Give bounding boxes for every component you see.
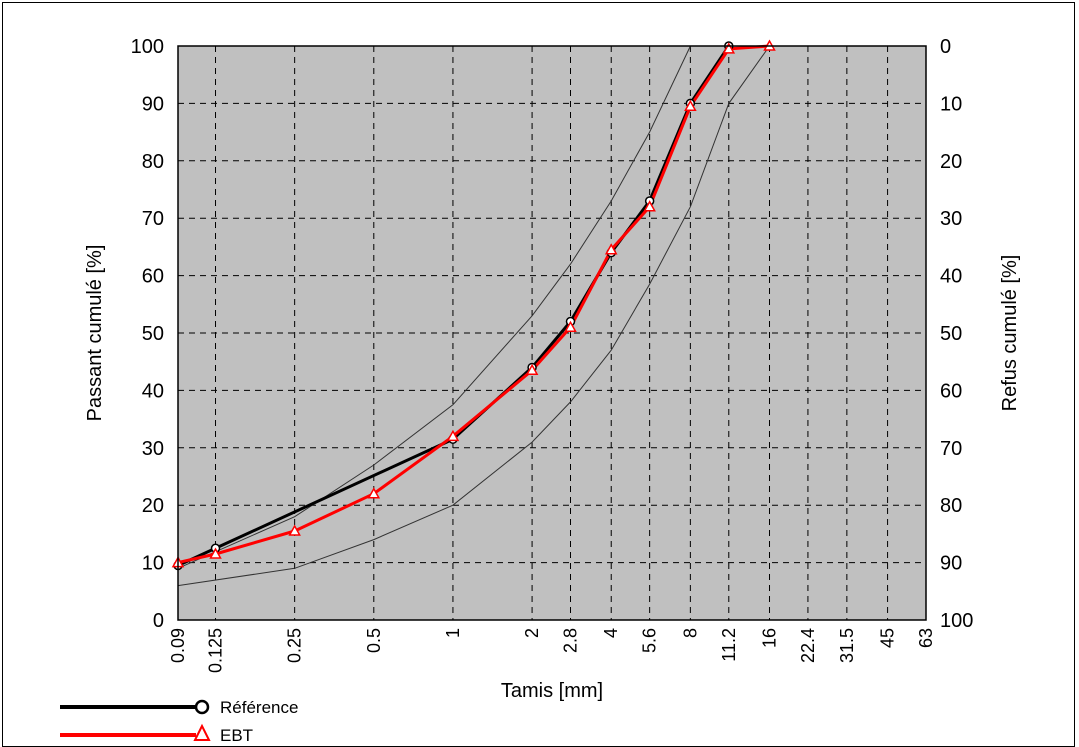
x-tick-label: 0.5: [364, 628, 384, 653]
x-axis-label: Tamis [mm]: [501, 680, 603, 702]
y2-tick-label: 30: [940, 208, 962, 230]
y-tick-label: 0: [153, 610, 164, 632]
x-tick-label: 31.5: [837, 628, 857, 663]
data-point: [525, 363, 539, 376]
y-tick-label: 20: [142, 495, 164, 517]
y-tick-label: 40: [142, 380, 164, 402]
y-tick-label: 90: [142, 93, 164, 115]
x-tick-label: 11.2: [719, 628, 739, 662]
x-tick-label: 5.6: [640, 628, 660, 653]
x-tick-label: 0.09: [168, 628, 188, 663]
x-tick-label: 2.8: [560, 628, 580, 653]
envelope-line: [177, 45, 770, 587]
data-point: [604, 243, 618, 255]
y-axis-right-label: Refus cumulé [%]: [999, 255, 1021, 412]
y-axis-left-label: Passant cumulé [%]: [84, 245, 106, 422]
legend-marker-circle: [194, 699, 210, 715]
data-point: [209, 547, 222, 559]
y2-tick-label: 90: [940, 553, 962, 575]
y2-tick-label: 80: [940, 495, 962, 517]
y-tick-label: 70: [142, 208, 164, 230]
y-tick-label: 60: [142, 266, 164, 288]
data-point: [446, 429, 460, 442]
x-tick-label: 45: [878, 628, 898, 648]
y2-tick-label: 40: [940, 266, 962, 288]
grid: [178, 46, 926, 620]
data-point: [288, 524, 301, 536]
data-point: [643, 200, 656, 212]
data-point: [564, 320, 577, 333]
y2-tick-label: 50: [940, 323, 962, 345]
data-point: [722, 42, 736, 54]
y2-tick-label: 20: [940, 151, 962, 173]
x-tick-label: 2: [522, 628, 542, 638]
y-tick-label: 80: [142, 151, 164, 173]
x-tick-label: 16: [760, 628, 780, 648]
x-axis-ticks: 0.09 0.125 0.25 0.5 1 2 2.8 4 5.6 8 11.2 16 22.4 31.5…: [168, 628, 936, 673]
data-point: [684, 99, 697, 112]
x-tick-label: 63: [916, 628, 936, 648]
x-tick-label: 8: [680, 628, 700, 638]
x-tick-label: 0.125: [206, 628, 226, 673]
y2-tick-label: 100: [940, 610, 973, 632]
y2-tick-label: 70: [940, 438, 962, 460]
legend-marker-triangle: [193, 723, 211, 741]
data-point: [367, 487, 381, 499]
plot-border: [177, 45, 927, 621]
x-tick-label: 22.4: [798, 628, 818, 663]
legend-label: EBT: [220, 726, 253, 743]
y2-tick-label: 60: [940, 380, 962, 402]
legend-label: Référence: [220, 698, 298, 717]
y2-tick-label: 0: [940, 36, 951, 58]
series-line: [177, 44, 770, 565]
y-axis-left-ticks: 0 10 20 30 40 50 60 70 80 90 100: [131, 36, 164, 632]
x-tick-label: 4: [601, 628, 621, 638]
x-tick-label: 0.25: [285, 628, 305, 663]
y-tick-label: 100: [131, 36, 164, 58]
x-tick-label: 1: [443, 628, 463, 638]
y-tick-label: 10: [142, 553, 164, 575]
y-tick-label: 50: [142, 323, 164, 345]
y2-tick-label: 10: [940, 93, 962, 115]
legend: Référence EBT: [60, 698, 298, 743]
y-tick-label: 30: [142, 438, 164, 460]
